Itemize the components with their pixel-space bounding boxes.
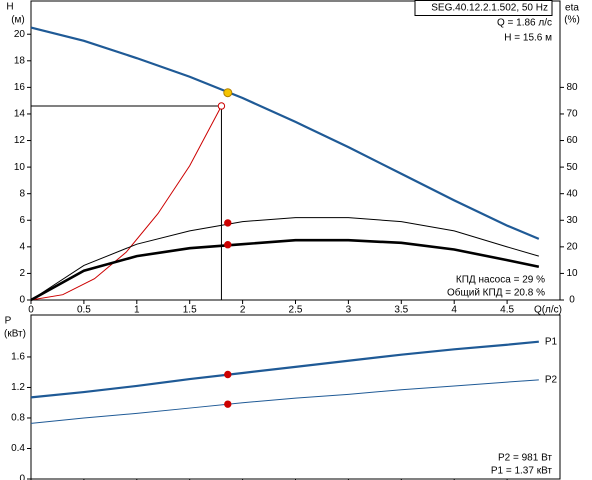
y2-tick-label: 80: [566, 82, 578, 93]
x-tick-label: 3: [346, 305, 352, 316]
annotation: SEG.40.12.2.1.502, 50 Hz: [431, 3, 548, 14]
annotation: Q = 1.86 л/с: [497, 18, 552, 29]
y-tick-label: 4: [19, 241, 25, 252]
y-tick-label: 0.4: [11, 443, 25, 454]
curve: [30, 105, 222, 301]
y2-tick-label: 0: [569, 295, 575, 306]
point: [224, 400, 232, 408]
curve: [30, 26, 540, 240]
x-tick-label: 1: [134, 305, 140, 316]
y-tick-label: 6: [19, 215, 25, 226]
y2-tick-label: 60: [566, 135, 578, 146]
y2-tick-label: 70: [566, 109, 578, 120]
y-tick-label: 1.6: [11, 352, 25, 363]
curve: [30, 379, 539, 424]
y2-tick-label: 50: [566, 162, 578, 173]
curve: [31, 105, 222, 300]
y-tick-label: 12: [14, 135, 26, 146]
y-axis-label: H: [6, 2, 13, 13]
annotation: Общий КПД = 20.8 %: [447, 287, 545, 299]
y-tick-label: 18: [14, 55, 26, 66]
annotation: H = 15.6 м: [504, 33, 552, 44]
y-tick-label: 2: [19, 268, 25, 279]
x-tick-label: 4: [451, 305, 457, 316]
point: [224, 241, 232, 249]
y-tick-label: 1.2: [11, 382, 25, 393]
y-tick-label: 8: [19, 188, 25, 199]
annotation: P1 = 1.37 кВт: [491, 466, 553, 477]
x-tick-label: 2: [240, 305, 246, 316]
point: [224, 370, 232, 379]
y2-tick-label: 10: [566, 268, 578, 279]
curve: [30, 217, 539, 301]
x-tick-label: 0.5: [77, 305, 91, 316]
y2-axis-label: eta: [565, 3, 579, 14]
y2-tick-label: 40: [566, 188, 578, 199]
x-tick-label: 1.5: [183, 305, 197, 316]
y2-tick-label: 20: [566, 241, 578, 252]
y-axis-label: P: [5, 316, 12, 327]
x-axis-label: Q(л/с): [534, 305, 562, 316]
x-tick-label: 0: [28, 305, 34, 316]
y-tick-label: 10: [14, 162, 26, 173]
annotation: P2 = 981 Вт: [498, 453, 552, 464]
curve: [30, 238, 540, 302]
y-tick-label: 0: [19, 295, 25, 306]
y-tick-label: 14: [14, 109, 26, 120]
plot-frame: [30, 314, 561, 480]
x-tick-label: 3.5: [394, 305, 408, 316]
model-box: [414, 0, 553, 16]
curve: [30, 340, 539, 399]
x-tick-label: 4.5: [500, 305, 514, 316]
point: [223, 88, 233, 98]
x-tick-label: 2.5: [289, 305, 303, 316]
y2-axis-unit: (%): [564, 15, 580, 26]
y-tick-label: 20: [14, 29, 26, 40]
annotation: КПД насоса = 29 %: [456, 275, 545, 286]
y-tick-label: 0.8: [11, 413, 25, 424]
series-label: P2: [545, 374, 558, 385]
y-tick-label: 0: [19, 474, 25, 480]
point: [224, 219, 232, 227]
y-axis-unit: (м): [11, 15, 25, 26]
y2-tick-label: 30: [566, 215, 578, 226]
point: [217, 102, 226, 110]
series-label: P1: [545, 336, 558, 347]
y-tick-label: 16: [14, 82, 26, 93]
y-axis-unit: (кВт): [4, 329, 26, 340]
